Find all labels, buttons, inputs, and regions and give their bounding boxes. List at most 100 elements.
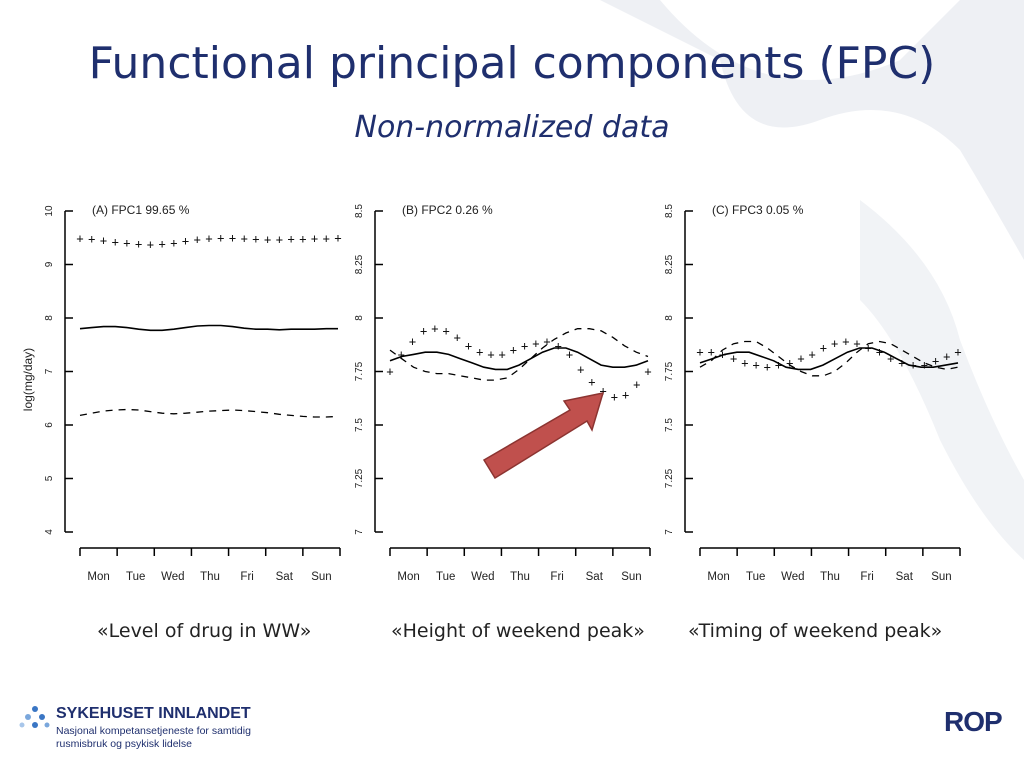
series-plus-point: + xyxy=(264,232,271,246)
series-plus-point: + xyxy=(409,335,416,349)
series-plus-point: + xyxy=(786,356,793,370)
series-plus-point: + xyxy=(147,238,154,252)
series-plus-point: + xyxy=(205,231,212,245)
series-plus-point: + xyxy=(532,337,539,351)
x-tick-label: Thu xyxy=(200,571,220,583)
x-tick-label: Wed xyxy=(471,571,494,583)
y-tick-label: 7 xyxy=(44,368,55,374)
fpc-panel-a: 4 5 6 7 8 9 10 log(mg/day) Mon Tue Wed Thu Fri Sat Sun… xyxy=(21,203,342,583)
series-plus-point: + xyxy=(521,339,528,353)
series-plus-point: + xyxy=(100,233,107,247)
caption-height: «Height of weekend peak» xyxy=(391,620,645,642)
x-tick-label: Fri xyxy=(860,571,873,583)
series-plus-point: + xyxy=(644,365,651,379)
panel-label: (B) FPC2 0.26 % xyxy=(402,203,493,217)
x-tick-label: Thu xyxy=(510,571,530,583)
caption-level: «Level of drug in WW» xyxy=(97,620,312,642)
series-plus-point: + xyxy=(764,360,771,374)
x-tick-label: Wed xyxy=(161,571,184,583)
series-plus-point: + xyxy=(730,352,737,366)
series-plus-point: + xyxy=(476,345,483,359)
x-tick-label: Sun xyxy=(621,571,641,583)
y-tick-label: 7.5 xyxy=(354,418,365,432)
y-tick-label: 10 xyxy=(44,205,55,217)
y-tick-label: 7.25 xyxy=(664,468,675,488)
series-plus-point: + xyxy=(112,235,119,249)
y-tick-label: 8 xyxy=(44,315,55,321)
y-tick-label: 7 xyxy=(354,529,365,535)
series-mean-line xyxy=(699,347,959,371)
series-plus-point: + xyxy=(775,358,782,372)
series-plus-point: + xyxy=(454,330,461,344)
x-tick-label: Mon xyxy=(87,571,109,583)
x-tick-label: Fri xyxy=(240,571,253,583)
series-minus-line xyxy=(389,328,649,381)
series-plus-point: + xyxy=(797,352,804,366)
caption-timing: «Timing of weekend peak» xyxy=(688,620,943,642)
series-plus-point: + xyxy=(431,322,438,336)
y-tick-label: 7 xyxy=(664,529,675,535)
series-plus-point: + xyxy=(566,347,573,361)
y-tick-label: 7.25 xyxy=(354,468,365,488)
series-plus-point: + xyxy=(287,232,294,246)
series-plus-point: + xyxy=(487,347,494,361)
series-plus-point: + xyxy=(611,390,618,404)
x-tick-label: Mon xyxy=(397,571,419,583)
series-plus-point: + xyxy=(334,231,341,245)
series-plus-point: + xyxy=(820,341,827,355)
series-plus-point: + xyxy=(76,231,83,245)
y-tick-label: 8.5 xyxy=(354,204,365,218)
y-tick-label: 8 xyxy=(664,315,675,321)
series-plus-point: + xyxy=(842,335,849,349)
series-plus-point: + xyxy=(600,384,607,398)
logo-line-1: Nasjonal kompetansetjeneste for samtidig xyxy=(56,725,251,737)
series-plus-point: + xyxy=(510,343,517,357)
slide-subtitle: Non-normalized data xyxy=(354,110,670,145)
series-plus-point: + xyxy=(241,231,248,245)
x-tick-label: Tue xyxy=(126,571,145,583)
slide-title: Functional principal components (FPC) xyxy=(88,38,936,89)
series-plus-point: + xyxy=(88,232,95,246)
series-plus-point: + xyxy=(311,231,318,245)
x-tick-label: Sun xyxy=(931,571,951,583)
y-tick-label: 9 xyxy=(44,261,55,267)
y-tick-label: 8.25 xyxy=(664,254,675,274)
logo-line-2: rusmisbruk og psykisk lidelse xyxy=(56,738,192,750)
series-plus-point: + xyxy=(876,345,883,359)
series-plus-point: + xyxy=(398,347,405,361)
fpc-charts: 4 5 6 7 8 9 10 log(mg/day) Mon Tue Wed Thu Fri Sat Sun… xyxy=(21,203,962,583)
series-plus-point: + xyxy=(853,337,860,351)
series-plus-point: + xyxy=(708,345,715,359)
y-tick-label: 6 xyxy=(44,422,55,428)
series-plus-point: + xyxy=(323,231,330,245)
series-plus-point: + xyxy=(158,237,165,251)
y-tick-label: 4 xyxy=(44,529,55,535)
y-tick-label: 7.5 xyxy=(664,418,675,432)
series-plus-point: + xyxy=(386,365,393,379)
series-plus-point: + xyxy=(932,354,939,368)
x-tick-label: Mon xyxy=(707,571,729,583)
y-tick-label: 5 xyxy=(44,475,55,481)
rop-logo: ROP xyxy=(944,706,1003,737)
series-plus-point: + xyxy=(442,324,449,338)
series-plus-point: + xyxy=(276,232,283,246)
x-tick-label: Sat xyxy=(276,571,294,583)
y-tick-label: 8.5 xyxy=(664,204,675,218)
series-plus-point: + xyxy=(170,236,177,250)
series-plus-point: + xyxy=(543,335,550,349)
series-plus-point: + xyxy=(123,236,130,250)
y-tick-label: 8.25 xyxy=(354,254,365,274)
panel-label: (A) FPC1 99.65 % xyxy=(92,203,190,217)
fpc-panel-c: 7 7.25 7.5 7.75 8 8.25 8.5 Mon Tue Wed Thu Fri Sat Su… xyxy=(664,203,962,583)
x-tick-label: Fri xyxy=(550,571,563,583)
series-minus-line xyxy=(699,340,959,377)
series-plus-point: + xyxy=(954,345,961,359)
logo-name: SYKEHUSET INNLANDET xyxy=(56,705,251,722)
series-plus-point: + xyxy=(921,358,928,372)
x-tick-label: Sat xyxy=(586,571,604,583)
series-mean-line xyxy=(79,324,338,332)
series-plus-point: + xyxy=(831,337,838,351)
series-plus-point: + xyxy=(898,356,905,370)
